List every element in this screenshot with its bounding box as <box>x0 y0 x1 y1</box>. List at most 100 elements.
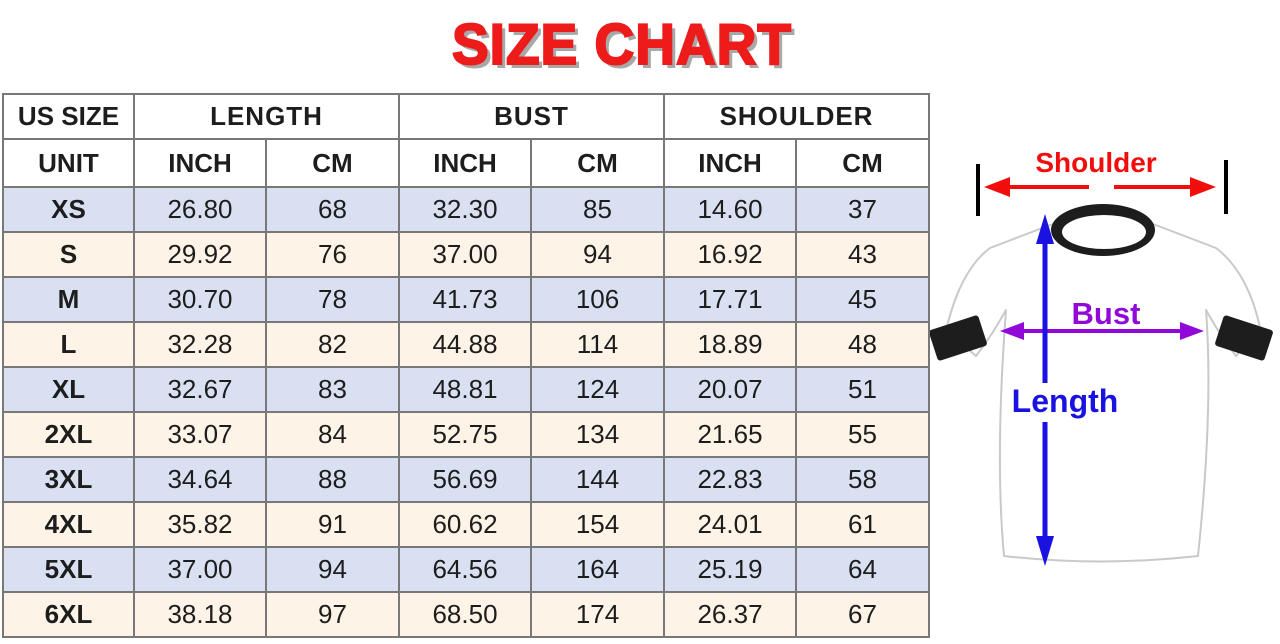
size-chart-table: US SIZE LENGTH BUST SHOULDER UNIT INCH C… <box>2 93 931 638</box>
value-cell: 91 <box>264 501 401 548</box>
size-label: XL <box>2 366 135 413</box>
table-row-6xl: 6XL 38.18 97 68.50 174 26.37 67 <box>2 591 931 638</box>
value-cell: 52.75 <box>398 411 533 458</box>
value-cell: 114 <box>530 321 666 368</box>
table-row-4xl: 4XL 35.82 91 60.62 154 24.01 61 <box>2 501 931 548</box>
value-cell: 85 <box>530 186 666 233</box>
size-label: 5XL <box>2 546 135 593</box>
header-length: LENGTH <box>132 93 401 140</box>
value-cell: 17.71 <box>663 276 798 323</box>
page-title: SIZE CHART <box>451 11 792 78</box>
value-cell: 94 <box>530 231 666 278</box>
header-shoulder-inch: INCH <box>663 138 798 188</box>
size-label: S <box>2 231 135 278</box>
size-label: 2XL <box>2 411 135 458</box>
value-cell: 164 <box>530 546 666 593</box>
table-row-m: M 30.70 78 41.73 106 17.71 45 <box>2 276 931 323</box>
value-cell: 64.56 <box>398 546 533 593</box>
size-label: 4XL <box>2 501 135 548</box>
table-row-l: L 32.28 82 44.88 114 18.89 48 <box>2 321 931 368</box>
value-cell: 26.37 <box>663 591 798 638</box>
size-label: 6XL <box>2 591 135 638</box>
value-cell: 106 <box>530 276 666 323</box>
value-cell: 16.92 <box>663 231 798 278</box>
value-cell: 88 <box>264 456 401 503</box>
header-shoulder: SHOULDER <box>663 93 931 140</box>
length-arrowhead-top <box>1036 214 1054 244</box>
value-cell: 32.28 <box>133 321 267 368</box>
shoulder-right-bar <box>1224 160 1228 214</box>
size-label: M <box>2 276 135 323</box>
value-cell: 21.65 <box>663 411 798 458</box>
header-us-size: US SIZE <box>2 93 135 140</box>
value-cell: 43 <box>795 231 931 278</box>
value-cell: 41.73 <box>398 276 533 323</box>
value-cell: 38.18 <box>133 591 267 638</box>
right-cuff <box>1215 315 1273 361</box>
value-cell: 58 <box>795 456 931 503</box>
size-label: XS <box>2 186 135 233</box>
length-arrowhead-bottom <box>1036 536 1054 566</box>
table-row-5xl: 5XL 37.00 94 64.56 164 25.19 64 <box>2 546 931 593</box>
value-cell: 37.00 <box>133 546 267 593</box>
value-cell: 45 <box>795 276 931 323</box>
collar-inner <box>1062 215 1146 249</box>
value-cell: 20.07 <box>663 366 798 413</box>
bust-label: Bust <box>1072 296 1141 331</box>
table-row-xl: XL 32.67 83 48.81 124 20.07 51 <box>2 366 931 413</box>
value-cell: 61 <box>795 501 931 548</box>
value-cell: 55 <box>795 411 931 458</box>
header-unit: UNIT <box>2 138 135 188</box>
value-cell: 82 <box>264 321 401 368</box>
value-cell: 134 <box>530 411 666 458</box>
table-row-xs: XS 26.80 68 32.30 85 14.60 37 <box>2 186 931 233</box>
bust-arrowhead-right <box>1180 322 1204 340</box>
table-header-row: US SIZE LENGTH BUST SHOULDER <box>2 93 931 140</box>
header-bust-inch: INCH <box>398 138 533 188</box>
table-row-3xl: 3XL 34.64 88 56.69 144 22.83 58 <box>2 456 931 503</box>
shoulder-label: Shoulder <box>1035 147 1156 178</box>
value-cell: 29.92 <box>133 231 267 278</box>
table-row-2xl: 2XL 33.07 84 52.75 134 21.65 55 <box>2 411 931 458</box>
value-cell: 76 <box>264 231 401 278</box>
value-cell: 37.00 <box>398 231 533 278</box>
value-cell: 25.19 <box>663 546 798 593</box>
header-bust: BUST <box>398 93 666 140</box>
value-cell: 35.82 <box>133 501 267 548</box>
value-cell: 26.80 <box>133 186 267 233</box>
tshirt-measurement-diagram: Shoulder Bust Length <box>930 147 1273 566</box>
size-label: 3XL <box>2 456 135 503</box>
value-cell: 51 <box>795 366 931 413</box>
value-cell: 37 <box>795 186 931 233</box>
value-cell: 83 <box>264 366 401 413</box>
value-cell: 48 <box>795 321 931 368</box>
value-cell: 56.69 <box>398 456 533 503</box>
value-cell: 24.01 <box>663 501 798 548</box>
value-cell: 64 <box>795 546 931 593</box>
value-cell: 18.89 <box>663 321 798 368</box>
value-cell: 32.67 <box>133 366 267 413</box>
value-cell: 97 <box>264 591 401 638</box>
value-cell: 84 <box>264 411 401 458</box>
value-cell: 60.62 <box>398 501 533 548</box>
value-cell: 94 <box>264 546 401 593</box>
value-cell: 30.70 <box>133 276 267 323</box>
left-cuff <box>930 315 987 361</box>
value-cell: 124 <box>530 366 666 413</box>
value-cell: 34.64 <box>133 456 267 503</box>
value-cell: 33.07 <box>133 411 267 458</box>
value-cell: 144 <box>530 456 666 503</box>
table-row-s: S 29.92 76 37.00 94 16.92 43 <box>2 231 931 278</box>
header-length-cm: CM <box>264 138 401 188</box>
length-label: Length <box>1012 383 1119 419</box>
value-cell: 48.81 <box>398 366 533 413</box>
header-bust-cm: CM <box>530 138 666 188</box>
header-shoulder-cm: CM <box>795 138 931 188</box>
bust-arrowhead-left <box>1000 322 1024 340</box>
value-cell: 154 <box>530 501 666 548</box>
value-cell: 78 <box>264 276 401 323</box>
shoulder-arrowhead-right <box>1190 177 1216 197</box>
size-label: L <box>2 321 135 368</box>
table-unit-row: UNIT INCH CM INCH CM INCH CM <box>2 138 931 188</box>
value-cell: 67 <box>795 591 931 638</box>
